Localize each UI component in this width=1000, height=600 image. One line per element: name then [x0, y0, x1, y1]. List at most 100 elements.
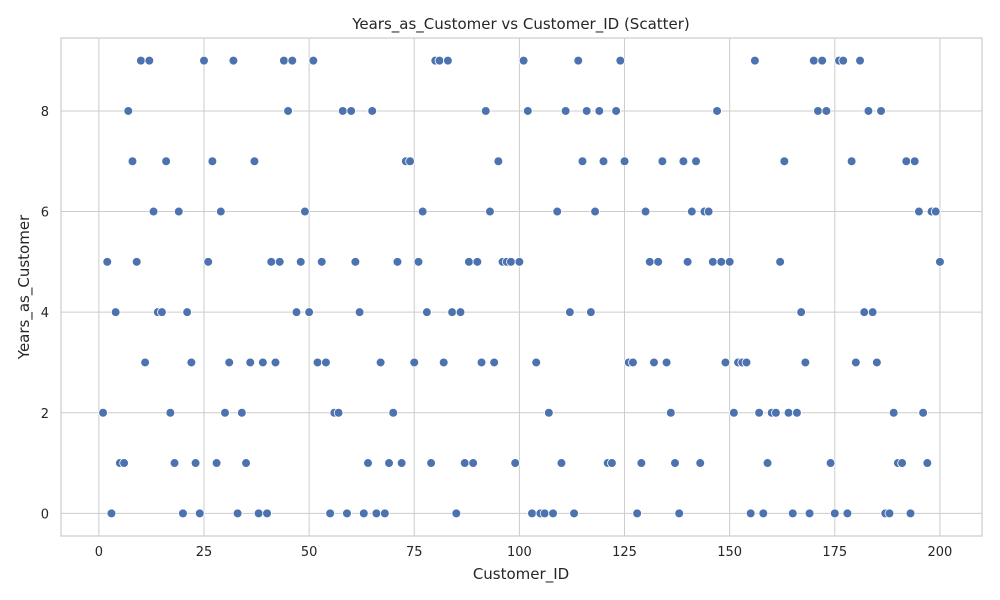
data-point	[804, 508, 815, 519]
data-point	[485, 206, 495, 217]
data-point	[523, 106, 533, 116]
data-point	[716, 257, 727, 267]
data-point	[674, 508, 685, 519]
data-point	[775, 257, 785, 267]
data-point	[182, 307, 192, 317]
data-point	[237, 407, 247, 418]
data-point	[712, 106, 722, 116]
data-point	[792, 407, 802, 418]
data-point	[127, 156, 138, 167]
data-point	[653, 257, 663, 267]
data-point	[384, 458, 394, 468]
data-point	[636, 458, 647, 468]
data-point	[140, 357, 150, 368]
data-point	[691, 156, 701, 167]
x-axis-label: Customer_ID	[473, 565, 569, 584]
data-point	[144, 55, 155, 66]
data-point	[657, 156, 668, 167]
data-point	[451, 508, 462, 519]
data-point	[161, 156, 171, 167]
data-point	[708, 257, 718, 267]
data-point	[539, 508, 550, 519]
data-point	[434, 55, 445, 66]
data-point	[417, 206, 428, 217]
data-point	[245, 357, 256, 368]
data-point	[855, 55, 865, 66]
data-point	[279, 55, 289, 66]
data-point	[131, 257, 142, 267]
data-point	[337, 106, 348, 116]
data-point	[207, 156, 218, 167]
data-point	[930, 206, 941, 217]
data-point	[527, 508, 537, 519]
data-point	[640, 206, 651, 217]
data-point	[783, 407, 794, 418]
data-point	[901, 156, 912, 167]
data-point	[258, 357, 268, 368]
data-point	[565, 307, 575, 317]
data-point	[380, 508, 390, 519]
chart-title: Years_as_Customer vs Customer_ID (Scatte…	[351, 15, 690, 34]
x-tick-label: 150	[717, 545, 742, 560]
data-point	[358, 508, 369, 519]
plot-area	[60, 37, 983, 537]
data-point	[586, 307, 596, 317]
x-tick-label: 75	[406, 545, 423, 560]
data-point	[914, 206, 924, 217]
data-point	[396, 458, 407, 468]
data-point	[350, 257, 361, 267]
data-point	[291, 307, 302, 317]
data-point	[232, 508, 243, 519]
data-point	[518, 55, 529, 66]
data-point	[796, 307, 806, 317]
data-point	[123, 106, 134, 116]
data-point	[342, 508, 352, 519]
y-tick-label: 0	[41, 507, 49, 522]
data-point	[514, 257, 525, 267]
data-point	[897, 458, 907, 468]
x-tick-label: 125	[612, 545, 637, 560]
x-tick-label: 25	[196, 545, 213, 560]
y-tick-labels: 0 2 4 6 8	[41, 105, 49, 522]
data-point	[468, 458, 478, 468]
x-tick-label: 100	[507, 545, 532, 560]
data-point	[199, 55, 209, 66]
data-point	[106, 508, 117, 519]
y-tick-label: 6	[41, 206, 49, 221]
x-tick-label: 0	[95, 545, 103, 560]
data-point	[817, 55, 827, 66]
data-point	[544, 407, 554, 418]
data-point	[354, 307, 365, 317]
data-point	[724, 257, 735, 267]
data-point	[607, 458, 617, 468]
data-point	[224, 357, 235, 368]
data-point	[644, 257, 655, 267]
data-point	[649, 357, 659, 368]
data-point	[443, 55, 453, 66]
data-point	[808, 55, 819, 66]
data-point	[270, 357, 281, 368]
data-point	[741, 357, 752, 368]
data-point	[682, 257, 693, 267]
data-point	[274, 257, 285, 267]
data-point	[228, 55, 239, 66]
data-point	[590, 206, 600, 217]
data-point	[300, 206, 310, 217]
data-point	[548, 508, 558, 519]
data-point	[787, 508, 798, 519]
data-point	[750, 55, 760, 66]
x-tick-label: 200	[928, 545, 953, 560]
data-point	[392, 257, 403, 267]
data-point	[935, 257, 945, 267]
data-point	[569, 508, 579, 519]
data-point	[455, 307, 466, 317]
data-point	[375, 357, 386, 368]
data-point	[581, 106, 592, 116]
data-point	[262, 508, 272, 519]
data-point	[830, 508, 840, 519]
data-point	[813, 106, 823, 116]
y-tick-label: 8	[41, 105, 49, 120]
data-point	[472, 257, 483, 267]
data-point	[249, 156, 260, 167]
